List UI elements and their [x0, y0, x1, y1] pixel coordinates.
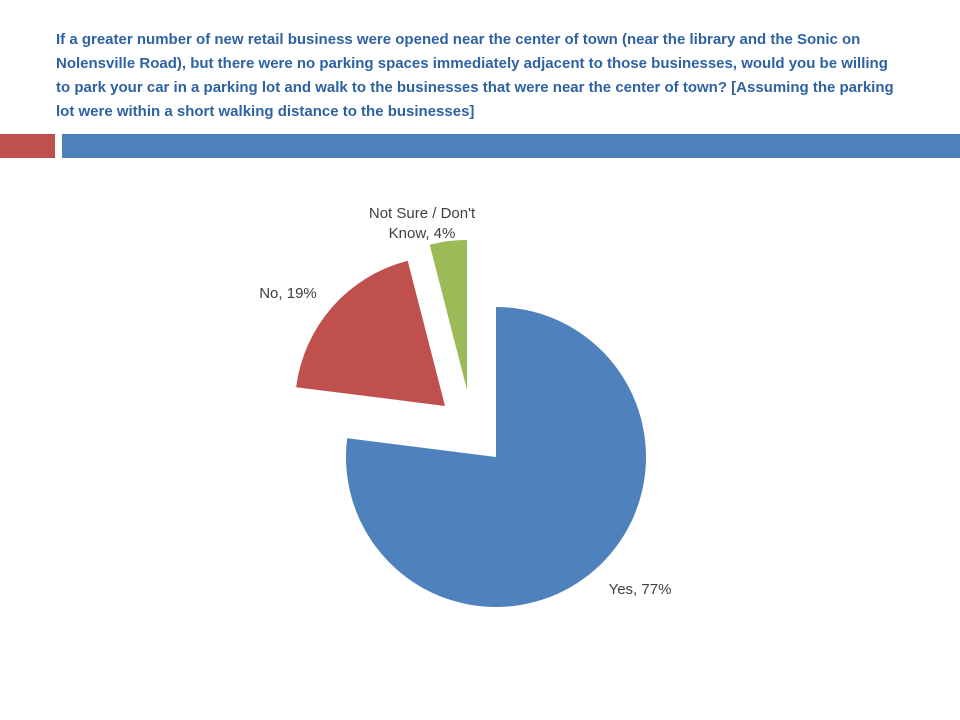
pie-slice-not-sure-don-t-know	[429, 240, 467, 390]
data-label-line: Know, 4%	[389, 225, 456, 242]
data-label-yes: Yes, 77%	[609, 581, 672, 598]
data-label-not-sure-don-t-know: Not Sure / Don't Know, 4%	[369, 205, 476, 242]
pie-slice-yes	[345, 307, 646, 608]
pie-slice-no	[296, 260, 445, 406]
accent-bar-red	[0, 134, 55, 158]
accent-bar-blue	[62, 134, 960, 158]
pie-slices	[296, 240, 646, 608]
data-label-line: No, 19%	[259, 285, 317, 302]
pie-labels: Yes, 77% No, 19% Not Sure / Don't Know, 4%	[259, 205, 671, 598]
slide-title: If a greater number of new retail busine…	[56, 31, 894, 120]
data-label-line: Not Sure / Don't	[369, 205, 476, 222]
data-label-no: No, 19%	[259, 285, 317, 302]
data-label-line: Yes, 77%	[609, 581, 672, 598]
